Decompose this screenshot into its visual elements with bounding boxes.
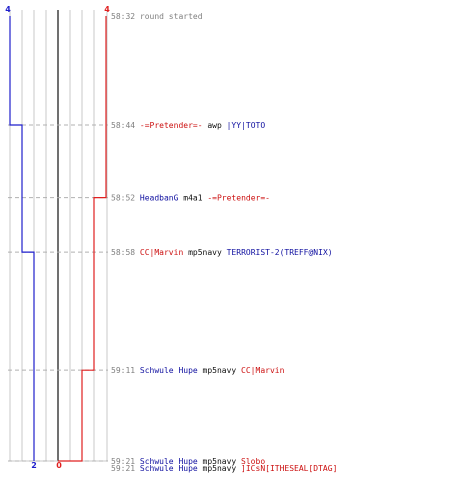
event-entry: 58:32 round started (111, 12, 203, 21)
event-text: Schwule Hupe (140, 464, 198, 473)
event-text: HeadbanG (140, 194, 179, 203)
event-text: CC|Marvin (140, 248, 184, 257)
red-start-count: 4 (104, 5, 110, 14)
series-line-red (58, 16, 107, 462)
count-labels: 4 4 2 0 (5, 5, 110, 470)
event-time: 58:58 (111, 248, 140, 257)
event-time: 58:32 (111, 12, 140, 21)
series-line-blue (9, 16, 35, 461)
event-entry: 58:52 HeadbanG m4a1 -=Pretender=- (111, 194, 270, 203)
event-entry: 59:11 Schwule Hupe mp5navy CC|Marvin (111, 366, 285, 375)
event-time: 59:11 (111, 366, 140, 375)
event-text: mp5navy (198, 457, 237, 466)
event-text: round started (140, 12, 203, 21)
event-entry: 58:58 CC|Marvin mp5navy TERRORIST-2(TREF… (111, 248, 333, 257)
event-text: Schwule Hupe (140, 457, 198, 466)
blue-start-count: 4 (5, 5, 11, 14)
event-text: mp5navy (183, 248, 222, 257)
event-text: TERRORIST-2(TREFF@NIX) (222, 248, 333, 257)
event-text: |YY|TOTO (222, 121, 266, 130)
event-text: mp5navy (198, 464, 237, 473)
blue-end-count: 2 (31, 461, 37, 470)
event-text: -=Pretender=- (140, 121, 203, 130)
event-text: CC|Marvin (236, 366, 284, 375)
event-text: awp (203, 121, 222, 130)
event-entry: 59:21 Schwule Hupe mp5navy Slobo (111, 457, 265, 466)
event-text: Schwule Hupe (140, 366, 198, 375)
event-text: ]ICsN[ITHESEAL[DTAG] (236, 464, 337, 473)
event-time: 59:21 (111, 464, 140, 473)
event-entry: 59:21 Schwule Hupe mp5navy ]ICsN[ITHESEA… (111, 464, 337, 473)
event-time: 58:52 (111, 194, 140, 203)
event-log: 58:32 round started 58:44 -=Pretender=- a… (111, 12, 337, 473)
event-time: 58:44 (111, 121, 140, 130)
event-text: Slobo (236, 457, 265, 466)
series-lines (9, 16, 107, 462)
event-time: 59:21 (111, 457, 140, 466)
event-entry: 58:44 -=Pretender=- awp |YY|TOTO (111, 121, 265, 130)
event-text: m4a1 (178, 194, 202, 203)
red-end-count: 0 (56, 461, 62, 470)
event-text: mp5navy (198, 366, 237, 375)
event-text: -=Pretender=- (203, 194, 270, 203)
grid-lines (9, 10, 108, 462)
